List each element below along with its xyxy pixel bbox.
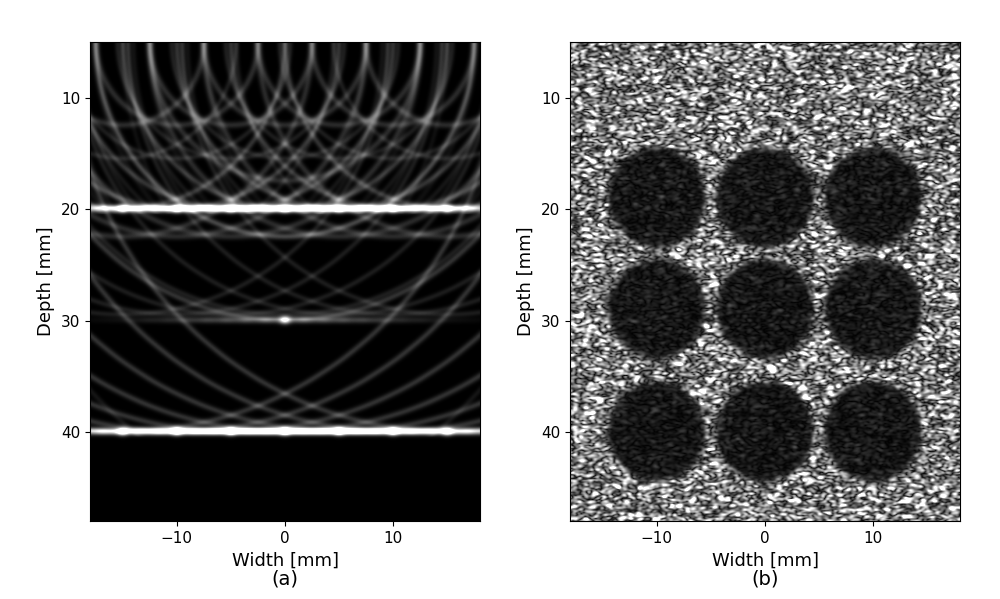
Text: (a): (a) [272, 569, 298, 588]
X-axis label: Width [mm]: Width [mm] [712, 552, 818, 570]
X-axis label: Width [mm]: Width [mm] [232, 552, 338, 570]
Text: (b): (b) [751, 569, 779, 588]
Y-axis label: Depth [mm]: Depth [mm] [37, 226, 55, 337]
Y-axis label: Depth [mm]: Depth [mm] [517, 226, 535, 337]
